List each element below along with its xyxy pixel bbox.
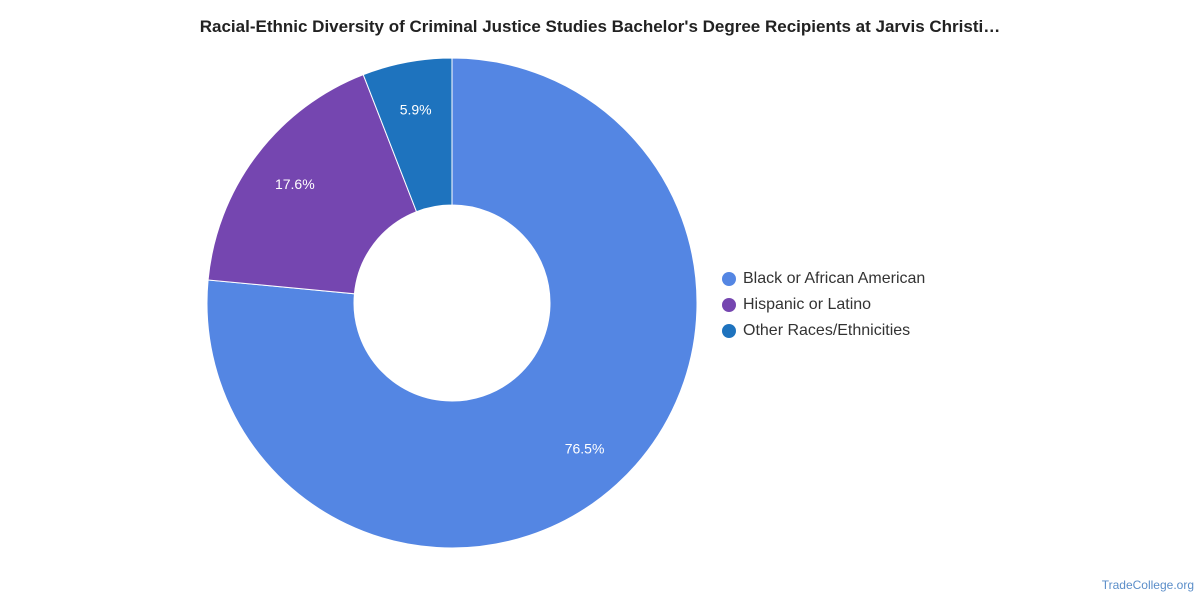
donut-slice-0[interactable] xyxy=(206,57,698,549)
source-credit[interactable]: TradeCollege.org xyxy=(1101,578,1194,592)
legend-swatch-icon xyxy=(722,324,736,338)
legend-swatch-icon xyxy=(722,272,736,286)
donut-slice-1[interactable] xyxy=(207,73,418,295)
legend-label: Black or African American xyxy=(743,270,926,287)
legend-swatch-icon xyxy=(722,298,736,312)
chart-legend: Black or African American Hispanic or La… xyxy=(722,266,925,344)
legend-label: Other Races/Ethnicities xyxy=(743,322,911,339)
donut-slice-2[interactable] xyxy=(362,57,453,213)
legend-label: Hispanic or Latino xyxy=(743,296,872,313)
donut-slices xyxy=(206,57,698,549)
slice-label-2: 5.9% xyxy=(400,101,432,117)
slice-labels: 76.5% 17.6% 5.9% xyxy=(275,101,604,456)
slice-label-0: 76.5% xyxy=(565,441,605,457)
chart-title: Racial-Ethnic Diversity of Criminal Just… xyxy=(199,17,1001,36)
legend-item-black-or-african-american[interactable]: Black or African American xyxy=(722,266,925,292)
legend-item-other-races-ethnicities[interactable]: Other Races/Ethnicities xyxy=(722,318,925,344)
slice-label-1: 17.6% xyxy=(275,176,315,192)
legend-item-hispanic-or-latino[interactable]: Hispanic or Latino xyxy=(722,292,925,318)
